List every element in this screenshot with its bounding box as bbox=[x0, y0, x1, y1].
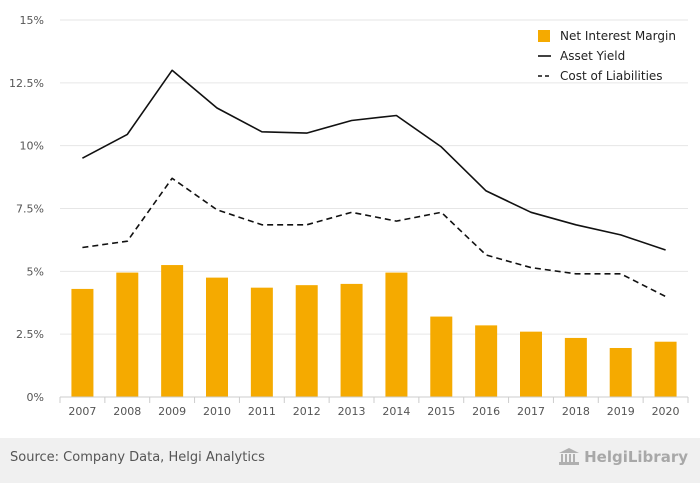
legend-swatch-bar bbox=[538, 30, 550, 42]
source-note: Source: Company Data, Helgi Analytics bbox=[10, 450, 265, 465]
footer: Source: Company Data, Helgi Analytics He… bbox=[0, 438, 700, 483]
bar-net-interest-margin bbox=[71, 288, 94, 397]
legend-label: Net Interest Margin bbox=[560, 29, 676, 43]
y-tick-label: 2.5% bbox=[16, 328, 44, 341]
bar-net-interest-margin bbox=[161, 265, 184, 397]
x-tick-label: 2009 bbox=[158, 405, 186, 418]
x-tick-label: 2017 bbox=[517, 405, 545, 418]
x-tick-label: 2015 bbox=[427, 405, 455, 418]
legend: Net Interest Margin Asset Yield Cost of Li… bbox=[538, 29, 676, 83]
bar-net-interest-margin bbox=[385, 272, 408, 397]
y-tick-label: 12.5% bbox=[9, 77, 44, 90]
x-tick-label: 2016 bbox=[472, 405, 500, 418]
helgi-library-logo: HelgiLibrary bbox=[558, 448, 688, 466]
y-axis-tick-labels: 0% 2.5% 5% 7.5% 10% 12.5% 15% bbox=[9, 14, 44, 404]
legend-label: Cost of Liabilities bbox=[560, 69, 663, 83]
x-tick-label: 2011 bbox=[248, 405, 276, 418]
x-axis: 2007 2008 2009 2010 2011 2012 2013 2014 2015 2016… bbox=[59, 396, 689, 418]
bar-net-interest-margin bbox=[520, 331, 542, 397]
x-tick-label: 2008 bbox=[113, 405, 141, 418]
bar-net-interest-margin bbox=[475, 325, 498, 397]
x-tick-label: 2018 bbox=[562, 405, 590, 418]
legend-label: Asset Yield bbox=[560, 49, 625, 63]
y-tick-label: 10% bbox=[20, 140, 44, 153]
bar-net-interest-margin bbox=[564, 337, 587, 397]
bar-net-interest-margin bbox=[295, 285, 318, 397]
x-tick-label: 2014 bbox=[382, 405, 410, 418]
bar-net-interest-margin bbox=[116, 272, 139, 397]
x-tick-label: 2013 bbox=[338, 405, 366, 418]
x-tick-label: 2019 bbox=[607, 405, 635, 418]
y-tick-label: 5% bbox=[27, 265, 44, 278]
bar-net-interest-margin bbox=[340, 283, 363, 397]
bar-net-interest-margin bbox=[206, 277, 228, 397]
x-tick-label: 2020 bbox=[652, 405, 680, 418]
bar-net-interest-margin bbox=[430, 316, 453, 397]
cost-of-liabilities-line bbox=[82, 177, 666, 298]
x-tick-label: 2007 bbox=[68, 405, 96, 418]
y-tick-label: 7.5% bbox=[16, 203, 44, 216]
bar-series bbox=[71, 265, 677, 397]
logo-text: HelgiLibrary bbox=[584, 448, 688, 466]
x-tick-label: 2012 bbox=[293, 405, 321, 418]
asset-yield-line bbox=[82, 69, 666, 251]
y-tick-label: 0% bbox=[27, 391, 44, 404]
library-building-icon bbox=[559, 448, 580, 465]
y-tick-label: 15% bbox=[20, 14, 44, 27]
bar-net-interest-margin bbox=[609, 347, 632, 397]
bar-net-interest-margin bbox=[250, 287, 273, 397]
bar-net-interest-margin bbox=[654, 341, 677, 397]
line-series bbox=[82, 69, 666, 298]
x-tick-label: 2010 bbox=[203, 405, 231, 418]
chart: 0% 2.5% 5% 7.5% 10% 12.5% 15% 2007 2008 2009 2010… bbox=[9, 14, 689, 418]
